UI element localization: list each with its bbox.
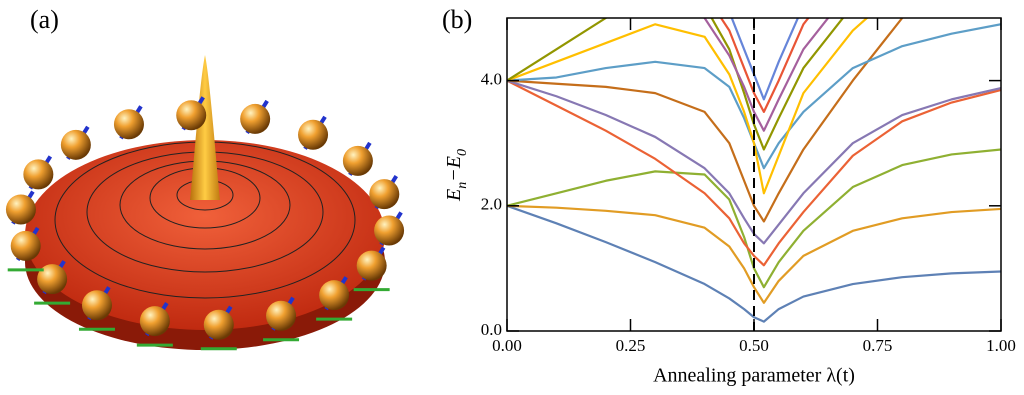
plot: 0.00 0.25 0.50 0.75 1.00 0.0 2.0 4.0 Annealing p…	[443, 17, 1016, 387]
energy-line	[507, 79, 1001, 267]
spin-ball	[113, 109, 144, 140]
spin-ball	[81, 290, 112, 321]
spin-ball	[298, 119, 329, 150]
panel-label: (a)	[30, 5, 59, 34]
spin-ball	[356, 250, 387, 281]
x-tick-label: 0.00	[492, 336, 522, 355]
energy-line	[719, 18, 810, 113]
x-tick-label: 0.50	[739, 336, 769, 355]
energy-line	[702, 18, 830, 132]
x-tick-label: 0.25	[616, 336, 646, 355]
y-axis-label: En−E0	[443, 149, 470, 202]
energy-line	[507, 18, 869, 195]
spin-ball	[319, 280, 350, 311]
spin-ball	[5, 194, 36, 225]
energy-line	[507, 204, 1001, 304]
spin-ball	[342, 145, 373, 176]
y-axis-label-part: n	[455, 182, 470, 189]
spin-ball	[374, 215, 405, 246]
y-tick-label: 4.0	[481, 70, 502, 89]
energy-line	[507, 18, 904, 223]
spin-ball	[139, 306, 170, 337]
lines	[507, 18, 1001, 323]
y-axis-label-part: −E	[443, 156, 465, 182]
spin-ball	[203, 309, 234, 340]
spike	[190, 55, 220, 200]
x-tick-label: 1.00	[986, 336, 1016, 355]
x-tick-label: 0.75	[863, 336, 893, 355]
illustration	[5, 55, 405, 351]
energy-line	[507, 204, 1001, 323]
energy-line	[507, 18, 845, 151]
y-tick-label: 2.0	[481, 195, 502, 214]
spin-ball	[60, 129, 91, 160]
spin-ball	[369, 179, 400, 210]
spin-ball	[37, 264, 68, 295]
spin-ball	[240, 103, 271, 134]
panel-label: (b)	[442, 5, 472, 34]
spin-ball	[10, 230, 41, 261]
spin-ball	[176, 100, 207, 131]
spin-ball	[23, 159, 54, 190]
energy-line	[507, 148, 1001, 289]
x-axis-label: Annealing parameter λ(t)	[653, 365, 855, 387]
plot-frame	[506, 17, 1002, 332]
y-axis-label-part: E	[443, 189, 465, 202]
y-tick-label: 0.0	[481, 320, 502, 339]
spin-ball	[266, 300, 297, 331]
y-axis-label-part: 0	[455, 149, 470, 156]
